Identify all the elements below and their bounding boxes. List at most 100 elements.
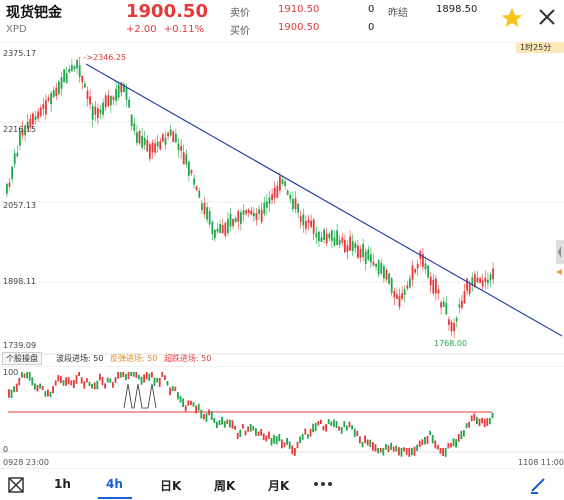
instrument-code: XPD [6,24,27,35]
oscillator-bar [249,423,252,432]
oscillator-bar [247,426,249,432]
oscillator-bar [491,412,494,419]
candle-body [16,152,19,157]
candle-body [198,190,201,198]
candle-body [276,185,279,198]
candle-body [310,220,312,227]
indicator-param: 波段进场: 50 [56,354,104,363]
close-icon[interactable] [536,6,558,28]
candle-body [245,210,247,214]
candle-body [190,170,193,174]
oscillator-bar [262,433,265,440]
candle-body [32,113,34,125]
max-annotation: - ->2346.25 [78,53,126,62]
tab-month-k[interactable]: 月K [268,479,290,493]
oscillator-bar [351,425,353,430]
indicator-name[interactable]: 个股操盘 [2,352,42,365]
oscillator-bar [99,373,101,381]
tab-4h[interactable]: 4h [106,477,123,491]
candle-body [429,276,432,286]
candle-body [435,278,437,294]
oscillator-bar [314,422,317,432]
candle-body [305,221,307,229]
candle-body [242,210,245,215]
favorite-star-icon[interactable] [500,6,524,30]
candle-body [65,73,68,83]
oscillator-bar [125,373,127,381]
oscillator-panel[interactable]: 100 0 [0,366,564,464]
candle-body [232,218,234,227]
candle-body [167,132,169,137]
oscillator-bar [343,421,346,428]
tab-1h[interactable]: 1h [54,477,71,491]
crosshair-icon[interactable] [6,475,26,495]
oscillator-bar [418,440,421,447]
oscillator-bar [275,436,278,445]
oscillator-bar [294,448,296,456]
oscillator-bar [330,421,333,426]
candle-body [437,289,440,294]
oscillator-bar [486,418,489,426]
buy-label: 买价 [230,26,250,37]
oscillator-bar [96,380,99,390]
candle-body [136,132,138,143]
candle-body [294,198,297,209]
oscillator-bar [288,441,291,449]
oscillator-bar [164,375,166,380]
candle-body [336,230,338,246]
candle-body [312,219,315,234]
candle-body [453,323,455,332]
candle-body [474,274,476,287]
oscillator-bar [231,420,234,429]
candle-body [201,203,203,211]
oscillator-bar [41,385,44,390]
candle-body [338,240,341,245]
candle-body [63,69,65,83]
candle-body [112,96,115,101]
y-tick-label: 2216.15 [3,125,36,134]
oscillator-bar [335,421,338,428]
oscillator-bar [26,372,28,379]
oscillator-bar [353,428,356,438]
more-icon[interactable] [312,479,334,489]
candle-body [71,65,73,71]
last-price: 1900.50 [126,1,208,22]
candle-body [229,214,232,227]
oscillator-bar [158,377,161,387]
tab-day-k[interactable]: 日K [160,479,182,493]
oscillator-bar [257,431,260,436]
candle-body [55,87,58,97]
oscillator-bar [174,386,177,392]
candle-body [138,130,141,144]
oscillator-bar [203,414,205,420]
timeframe-tabs: 1h 4h 日K 周K 月K [0,468,564,500]
candle-body [279,175,281,191]
candle-body [240,212,242,224]
candle-body [208,211,211,225]
candle-body [214,229,216,239]
tab-week-k[interactable]: 周K [214,479,236,493]
candle-body [390,278,393,293]
oscillator-bar [309,428,312,437]
candle-body [182,152,185,165]
candle-body [107,95,110,107]
candle-body [357,245,359,258]
oscillator-bar [91,384,93,389]
candle-body [37,111,39,119]
candle-body [110,95,112,106]
candle-body [318,231,320,242]
oscillator-bar [156,378,158,383]
oscillator-bar [278,433,281,442]
candlestick-chart[interactable]: 2375.17 2216.15 2057.13 1898.11 1739.09 … [0,42,564,356]
oscillator-bar [54,380,57,386]
oscillator-bar [73,380,75,389]
candle-body [211,221,214,235]
oscillator-bar [242,424,244,429]
candle-body [372,261,375,266]
candle-body [84,83,86,88]
draw-tool-icon[interactable] [528,475,548,495]
candle-body [427,265,429,278]
candle-body [331,230,333,241]
oscillator-bar [161,372,164,378]
candle-body [445,303,448,315]
